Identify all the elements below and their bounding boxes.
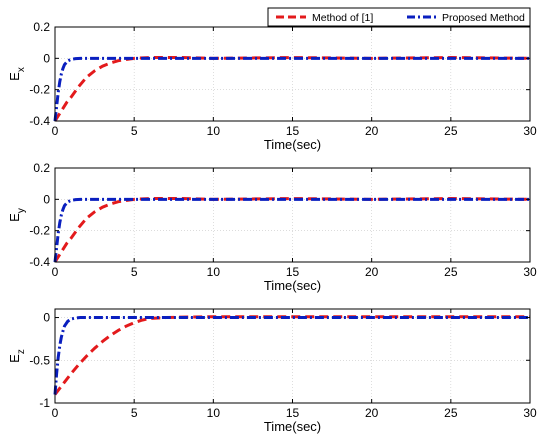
x-axis-label: Time(sec)	[264, 419, 321, 434]
x-tick-label: 0	[52, 265, 59, 279]
y-axis-label-main: E	[7, 72, 22, 81]
y-tick-label: -0.5	[29, 353, 50, 367]
x-tick-label: 20	[365, 124, 379, 138]
x-tick-label: 15	[286, 124, 300, 138]
series-method-1-line	[53, 315, 530, 396]
y-axis-label-main: E	[7, 354, 22, 363]
series-proposed-line	[53, 316, 530, 395]
x-tick-label: 20	[365, 406, 379, 420]
plot-area	[55, 309, 530, 403]
x-tick-label: 5	[131, 265, 138, 279]
x-tick-label: 0	[52, 124, 59, 138]
x-tick-label: 25	[444, 406, 458, 420]
x-tick-label: 30	[523, 124, 537, 138]
x-axis-label: Time(sec)	[264, 137, 321, 152]
y-tick-label: -0.4	[29, 255, 50, 269]
y-axis-label-main: E	[7, 213, 22, 222]
y-tick-label: -1	[39, 396, 50, 410]
x-tick-label: 25	[444, 265, 458, 279]
legend: Method of [1] Proposed Method	[267, 7, 531, 27]
y-tick-label: 0	[43, 51, 50, 65]
x-tick-label: 20	[365, 265, 379, 279]
y-axis-label: Ez	[7, 349, 27, 363]
x-tick-label: 5	[131, 124, 138, 138]
y-tick-label: 0	[43, 311, 50, 325]
panel-ey: 0 5 10 15 20 25 30 -0.4 -0.2 0 0.2 Time(sec) Ey	[7, 161, 537, 293]
panel-ex: 0 5 10 15 20 25 30 -0.4 -0.2 0 0.2 Time(sec) Ex	[7, 20, 537, 152]
legend-label-proposed: Proposed Method	[442, 12, 525, 24]
series-method-1-line	[53, 56, 531, 122]
y-tick-label: -0.4	[29, 114, 50, 128]
x-axis-label: Time(sec)	[264, 278, 321, 293]
y-axis-label-sub: z	[16, 349, 27, 354]
x-tick-label: 0	[52, 406, 59, 420]
x-tick-label: 15	[286, 265, 300, 279]
x-tick-label: 25	[444, 124, 458, 138]
legend-label-method-1: Method of [1]	[312, 12, 373, 24]
x-tick-label: 5	[131, 406, 138, 420]
x-tick-label: 15	[286, 406, 300, 420]
panel-ez: 0 5 10 15 20 25 30 -1 -0.5 0 Time(sec) Ez	[7, 308, 537, 434]
y-tick-label: 0.2	[33, 20, 50, 34]
legend-box	[267, 7, 531, 27]
x-tick-label: 10	[207, 124, 221, 138]
y-axis-label-sub: y	[16, 208, 27, 213]
series-method-1-line	[53, 197, 531, 263]
x-tick-label: 10	[207, 265, 221, 279]
series-proposed-line	[53, 56, 530, 122]
y-axis-label-sub: x	[16, 67, 27, 72]
y-axis-label: Ey	[7, 208, 27, 222]
series-proposed-line	[53, 197, 530, 263]
x-tick-label: 10	[207, 406, 221, 420]
x-tick-label: 30	[523, 265, 537, 279]
y-tick-label: 0.2	[33, 161, 50, 175]
x-tick-label: 30	[523, 406, 537, 420]
y-tick-label: -0.2	[29, 224, 50, 238]
y-tick-label: 0	[43, 192, 50, 206]
y-axis-label: Ex	[7, 67, 27, 81]
plot-area	[55, 168, 530, 262]
plot-area	[55, 27, 530, 121]
y-tick-label: -0.2	[29, 83, 50, 97]
